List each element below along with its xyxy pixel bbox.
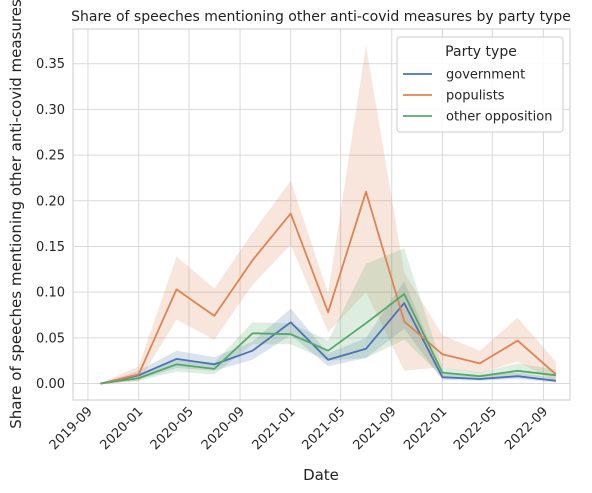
y-tick-label: 0.25 xyxy=(36,149,65,164)
legend-label: government xyxy=(446,68,525,83)
x-tick-label: 2019-09 xyxy=(47,404,96,453)
series-line xyxy=(100,302,557,385)
confidence-band xyxy=(100,45,556,384)
y-axis-ticks: 0.00 0.05 0.10 0.15 0.20 0.25 0.30 0.35 xyxy=(36,57,65,392)
y-axis-label: Share of speeches mentioning other anti-… xyxy=(7,0,25,429)
series-lines xyxy=(100,190,557,385)
x-tick-label: 2020-09 xyxy=(199,404,248,453)
y-tick-label: 0.35 xyxy=(36,57,65,72)
chart-title: Share of speeches mentioning other anti-… xyxy=(71,9,571,25)
series-line xyxy=(100,190,557,385)
legend-title: Party type xyxy=(445,44,517,60)
legend-label: other opposition xyxy=(446,110,552,125)
legend-box xyxy=(396,36,564,133)
x-tick-label: 2020-01 xyxy=(97,404,146,453)
x-tick-label: 2022-05 xyxy=(451,404,500,453)
plot-frame xyxy=(72,28,571,401)
y-tick-label: 0.15 xyxy=(36,240,65,255)
x-tick-label: 2021-01 xyxy=(250,404,299,453)
confidence-bands xyxy=(100,45,556,384)
confidence-band xyxy=(100,248,556,384)
y-tick-label: 0.05 xyxy=(36,331,65,346)
series-line xyxy=(100,293,557,385)
legend: Party type government populists other oppo… xyxy=(396,36,564,133)
x-tick-label: 2020-05 xyxy=(148,404,197,453)
legend-label: populists xyxy=(446,89,505,104)
x-tick-label: 2022-09 xyxy=(502,404,551,453)
x-tick-label: 2022-01 xyxy=(401,404,450,453)
x-axis-label: Date xyxy=(303,466,339,484)
x-axis-ticks: 2019-09 2020-01 2020-05 2020-09 2021-01 2021-… xyxy=(47,404,551,453)
y-tick-label: 0.00 xyxy=(36,377,65,392)
gridlines xyxy=(73,29,570,400)
y-tick-label: 0.30 xyxy=(36,103,65,118)
y-tick-label: 0.10 xyxy=(36,286,65,301)
x-tick-label: 2021-05 xyxy=(299,404,348,453)
y-tick-label: 0.20 xyxy=(36,194,65,209)
legend-items: government populists other opposition xyxy=(403,68,552,125)
confidence-band xyxy=(100,281,556,384)
x-tick-label: 2021-09 xyxy=(351,404,400,453)
